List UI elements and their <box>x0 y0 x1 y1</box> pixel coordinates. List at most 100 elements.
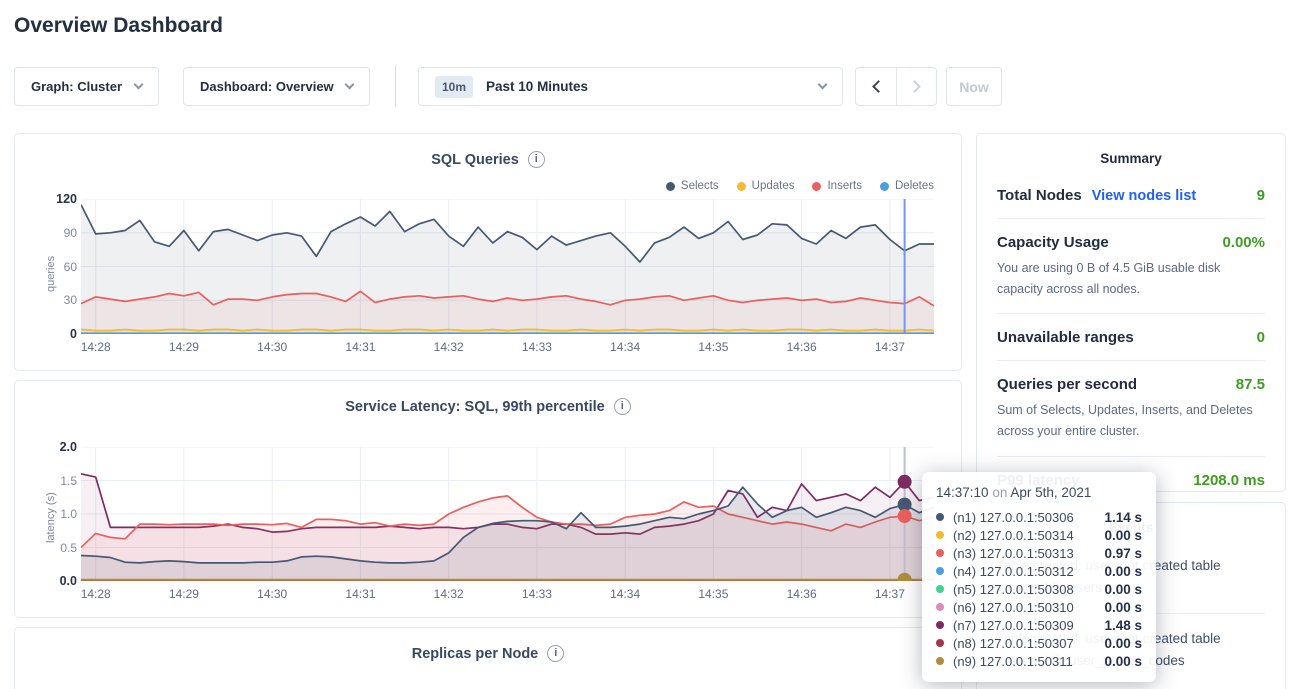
x-axis-ticks: 14:28 14:29 14:30 14:31 14:32 14:33 14:34 14:35… <box>81 340 934 356</box>
legend-label: Deletes <box>895 180 934 192</box>
y-tick-label: 2.0 <box>59 440 77 454</box>
info-icon[interactable]: i <box>613 398 631 415</box>
service-latency-plot[interactable] <box>81 447 934 581</box>
tooltip-timestamp: 14:37:10 on Apr 5th, 2021 <box>936 485 1142 500</box>
previous-time-button[interactable] <box>856 68 896 105</box>
now-button-label: Now <box>959 78 989 95</box>
graph-dropdown-label: Graph: Cluster <box>31 79 123 94</box>
time-range-badge: 10m <box>435 75 474 98</box>
x-axis-ticks: 14:28 14:29 14:30 14:31 14:32 14:33 14:34 14:35… <box>81 587 934 603</box>
tooltip-node-value: 0.97 s <box>1104 545 1142 561</box>
dashboard-dropdown[interactable]: Dashboard: Overview <box>183 67 370 106</box>
series-dot-icon <box>936 621 944 629</box>
now-button[interactable]: Now <box>946 67 1002 106</box>
tooltip-node-row: (n7) 127.0.0.1:50309 1.48 s <box>936 616 1142 634</box>
sql-queries-panel: SQL Queries i Selects Updates Inserts Delet… <box>14 133 962 371</box>
tooltip-node-value: 0.00 s <box>1104 581 1142 597</box>
chevron-down-icon <box>344 79 355 90</box>
capacity-usage-label: Capacity Usage <box>997 234 1109 251</box>
x-tick-label: 14:37 <box>874 587 905 601</box>
series-dot-icon <box>936 549 944 557</box>
service-latency-title: Service Latency: SQL, 99th percentile i <box>15 398 961 415</box>
series-dot-icon <box>936 657 944 665</box>
total-nodes-value: 9 <box>1256 187 1265 204</box>
view-nodes-list-link[interactable]: View nodes list <box>1091 188 1197 204</box>
x-tick-label: 14:28 <box>80 587 111 601</box>
legend-label: Updates <box>751 180 795 192</box>
info-icon[interactable]: i <box>547 645 565 662</box>
p99-latency-value: 1208.0 ms <box>1193 471 1265 489</box>
toolbar-divider <box>395 66 396 107</box>
legend-item-deletes[interactable]: Deletes <box>880 180 934 192</box>
capacity-usage-value: 0.00% <box>1222 234 1265 251</box>
tooltip-node-label: (n4) 127.0.0.1:50312 <box>953 563 1074 579</box>
tooltip-node-value: 0.00 s <box>1104 599 1142 615</box>
tooltip-node-label: (n6) 127.0.0.1:50310 <box>953 599 1074 615</box>
unavailable-ranges-value: 0 <box>1256 329 1265 347</box>
legend-dot-icon <box>665 181 675 191</box>
x-tick-label: 14:36 <box>786 587 817 601</box>
x-tick-label: 14:30 <box>257 340 288 354</box>
qps-value: 87.5 <box>1235 376 1265 394</box>
time-range-label: Past 10 Minutes <box>486 79 589 94</box>
unavailable-ranges-label: Unavailable ranges <box>997 329 1134 347</box>
tooltip-node-value: 1.48 s <box>1104 617 1142 633</box>
legend-label: Selects <box>680 180 719 192</box>
tooltip-time: 14:37:10 <box>936 485 989 500</box>
legend-item-inserts[interactable]: Inserts <box>812 180 862 192</box>
time-range-selector[interactable]: 10m Past 10 Minutes <box>418 67 843 106</box>
tooltip-rows: (n1) 127.0.0.1:50306 1.14 s (n2) 127.0.0.1… <box>936 508 1142 670</box>
chevron-left-icon <box>871 80 885 93</box>
info-icon[interactable]: i <box>527 151 545 168</box>
legend-dot-icon <box>736 181 746 191</box>
x-tick-label: 14:35 <box>698 340 729 354</box>
tooltip-node-value: 0.00 s <box>1104 635 1142 651</box>
tooltip-node-row: (n6) 127.0.0.1:50310 0.00 s <box>936 598 1142 616</box>
y-tick-label: 0.5 <box>60 540 77 555</box>
tooltip-node-label: (n8) 127.0.0.1:50307 <box>953 635 1074 651</box>
series-dot-icon <box>936 585 944 593</box>
y-tick-label: 30 <box>63 293 77 308</box>
x-tick-label: 14:37 <box>874 340 905 354</box>
next-time-button[interactable] <box>896 68 936 105</box>
tooltip-node-label: (n5) 127.0.0.1:50308 <box>953 581 1074 597</box>
qps-label: Queries per second <box>997 376 1138 394</box>
x-tick-label: 14:30 <box>257 587 288 601</box>
page-title: Overview Dashboard <box>14 14 223 37</box>
x-tick-label: 14:31 <box>345 587 376 601</box>
y-axis-ticks: 0.0 0.5 1.0 1.5 2.0 <box>39 440 77 588</box>
x-tick-label: 14:34 <box>610 340 641 354</box>
y-axis-ticks: 0 30 60 90 120 <box>39 192 77 341</box>
legend-dot-icon <box>812 181 822 191</box>
x-tick-label: 14:29 <box>168 587 199 601</box>
replicas-per-node-panel: Replicas per Node i <box>14 627 962 689</box>
capacity-usage-description: You are using 0 B of 4.5 GiB usable disk… <box>997 261 1221 296</box>
y-tick-label: 60 <box>63 259 77 274</box>
y-tick-label: 1.0 <box>60 507 77 521</box>
chevron-down-icon <box>133 79 144 90</box>
x-tick-label: 14:32 <box>433 340 464 354</box>
total-nodes-label: Total Nodes <box>997 187 1082 204</box>
chart-title-text: SQL Queries <box>431 151 519 168</box>
service-latency-panel: Service Latency: SQL, 99th percentile i … <box>14 380 962 618</box>
chevron-down-icon <box>817 79 828 90</box>
y-tick-label: 1.5 <box>60 473 77 488</box>
tooltip-node-value: 0.00 s <box>1104 563 1142 579</box>
summary-row-total-nodes: Total Nodes View nodes list 9 <box>997 172 1265 219</box>
summary-panel: Summary Total Nodes View nodes list 9 Ca… <box>976 133 1286 492</box>
legend-item-selects[interactable]: Selects <box>665 180 719 192</box>
tooltip-node-label: (n2) 127.0.0.1:50314 <box>953 527 1074 543</box>
legend-item-updates[interactable]: Updates <box>736 180 795 192</box>
tooltip-node-row: (n3) 127.0.0.1:50313 0.97 s <box>936 544 1142 562</box>
qps-description: Sum of Selects, Updates, Inserts, and De… <box>997 403 1253 438</box>
summary-row-unavailable-ranges: Unavailable ranges 0 <box>997 314 1265 362</box>
tooltip-node-value: 0.00 s <box>1104 527 1142 543</box>
tooltip-node-row: (n2) 127.0.0.1:50314 0.00 s <box>936 526 1142 544</box>
x-tick-label: 14:33 <box>521 587 552 601</box>
sql-queries-plot[interactable] <box>81 199 934 334</box>
summary-row-qps: Queries per second 87.5 Sum of Selects, … <box>997 361 1265 457</box>
graph-dropdown[interactable]: Graph: Cluster <box>14 67 159 106</box>
chart-title-text: Replicas per Node <box>411 645 539 662</box>
tooltip-node-label: (n9) 127.0.0.1:50311 <box>953 653 1073 669</box>
